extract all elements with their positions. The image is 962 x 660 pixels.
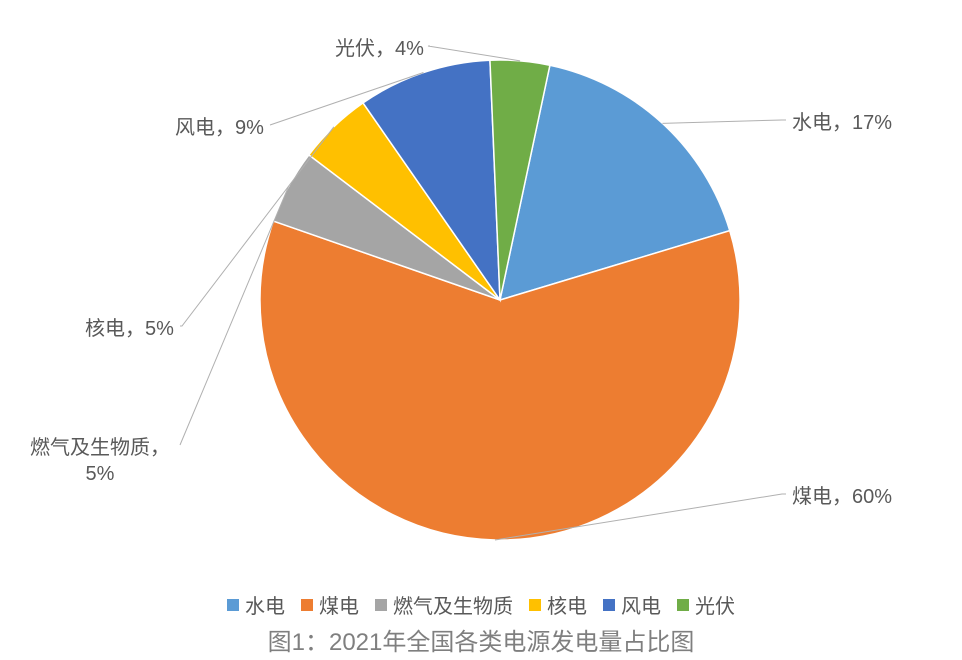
legend-label: 煤电 bbox=[319, 590, 359, 619]
slice-label: 燃气及生物质，5% bbox=[30, 435, 170, 487]
legend-label: 核电 bbox=[547, 590, 587, 619]
legend-swatch bbox=[375, 599, 387, 611]
legend-item: 水电 bbox=[227, 590, 285, 619]
slice-label: 煤电，60% bbox=[792, 484, 892, 510]
legend-swatch bbox=[603, 599, 615, 611]
legend-label: 水电 bbox=[245, 590, 285, 619]
leader-line bbox=[662, 120, 786, 123]
legend-swatch bbox=[227, 599, 239, 611]
slice-label: 核电，5% bbox=[85, 316, 174, 342]
legend-swatch bbox=[677, 599, 689, 611]
slice-label: 水电，17% bbox=[792, 110, 892, 136]
legend-item: 核电 bbox=[529, 590, 587, 619]
slice-label: 风电，9% bbox=[175, 115, 264, 141]
legend-label: 风电 bbox=[621, 590, 661, 619]
legend-swatch bbox=[301, 599, 313, 611]
legend-item: 煤电 bbox=[301, 590, 359, 619]
legend-row: 水电 煤电 燃气及生物质 核电 风电 光伏 bbox=[219, 590, 743, 619]
legend-swatch bbox=[529, 599, 541, 611]
legend-label: 燃气及生物质 bbox=[393, 590, 513, 619]
legend-label: 光伏 bbox=[695, 590, 735, 619]
pie-chart-container: 水电 煤电 燃气及生物质 核电 风电 光伏 图1：2021年全国各类电源发电量占比图 水电… bbox=[0, 0, 962, 660]
leader-line bbox=[428, 46, 520, 61]
legend-item: 燃气及生物质 bbox=[375, 590, 513, 619]
legend-item: 风电 bbox=[603, 590, 661, 619]
legend-item: 光伏 bbox=[677, 590, 735, 619]
legend: 水电 煤电 燃气及生物质 核电 风电 光伏 bbox=[0, 590, 962, 619]
chart-caption: 图1：2021年全国各类电源发电量占比图 bbox=[0, 622, 962, 657]
slice-label: 光伏，4% bbox=[335, 36, 424, 62]
